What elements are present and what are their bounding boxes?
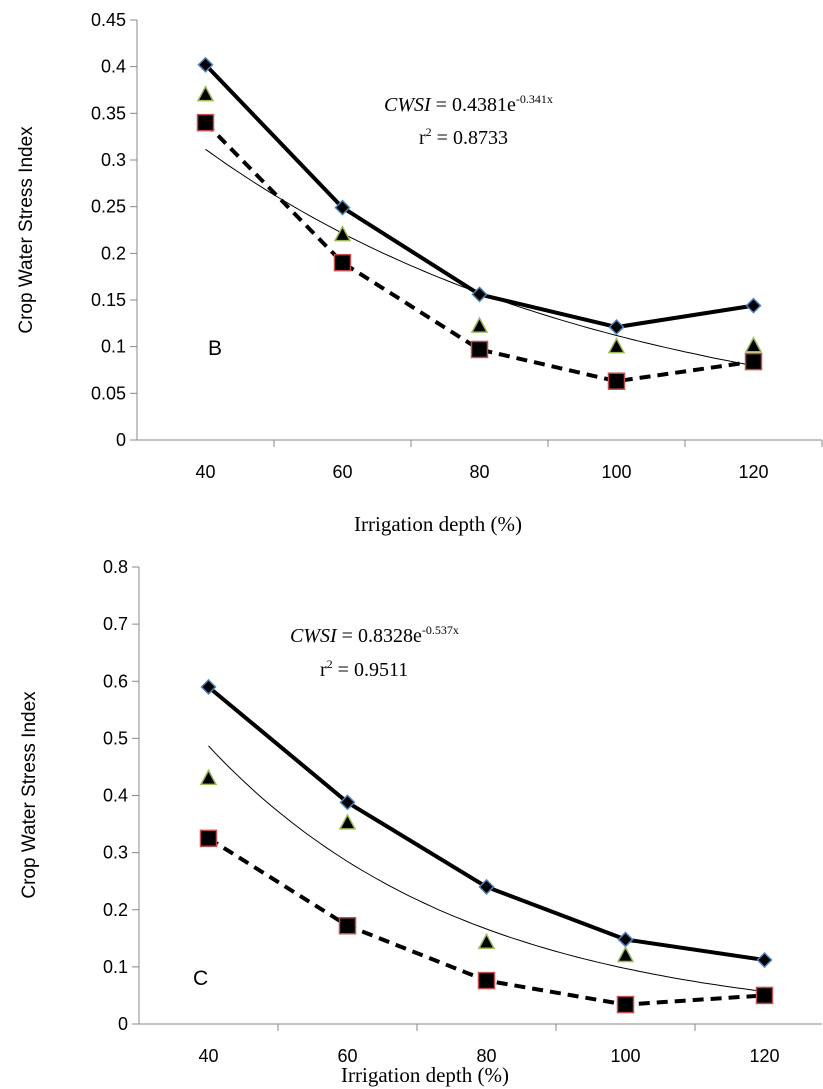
triangle-point [744, 336, 763, 353]
triangle-point [616, 945, 635, 963]
trendline [208, 745, 765, 992]
y-axis-label: Crop Water Stress Index [19, 691, 40, 899]
y-tick-label: 0.3 [103, 843, 128, 863]
triangle-point [333, 225, 352, 242]
y-tick-label: 0.25 [91, 197, 126, 217]
y-tick-label: 0.2 [101, 243, 126, 263]
square-point [470, 340, 489, 359]
y-tick-label: 0.4 [101, 57, 126, 77]
y-tick-label: 0.3 [101, 150, 126, 170]
diamond-point [756, 951, 773, 969]
x-tick-label: 60 [337, 1046, 357, 1066]
x-tick-label: 120 [738, 462, 768, 482]
y-tick-label: 0.35 [91, 103, 126, 123]
square-point [616, 995, 635, 1014]
x-tick-label: 80 [469, 462, 489, 482]
panel-label: C [193, 967, 208, 990]
y-tick-label: 0.15 [91, 290, 126, 310]
trendline-equation: CWSI = 0.8328e-0.537x r2 = 0.9511 [290, 623, 459, 681]
y-axis-label: Crop Water Stress Index [16, 126, 37, 334]
y-tick-label: 0 [116, 430, 126, 450]
square-point [333, 253, 352, 272]
series-line-dashed [204, 121, 754, 384]
y-tick-label: 0 [118, 1014, 128, 1034]
r-squared-text: r2 = 0.8733 [419, 125, 508, 149]
diamond-point [339, 794, 356, 811]
x-tick-label: 100 [610, 1046, 640, 1066]
triangle-point [477, 932, 496, 950]
diamond-point [200, 678, 217, 696]
y-tick-label: 0.4 [103, 786, 128, 806]
diamond-point [617, 931, 634, 948]
square-point [338, 916, 357, 935]
y-tick-label: 0.1 [101, 337, 126, 357]
square-point [196, 113, 215, 132]
x-tick-label: 40 [198, 1046, 218, 1066]
diamond-point [471, 286, 488, 303]
triangle-point [338, 813, 357, 830]
equation-text: CWSI = 0.8328e-0.537x [290, 623, 459, 647]
diamond-point [197, 56, 214, 73]
x-tick-label: 60 [332, 462, 352, 482]
triangle-point [196, 85, 215, 102]
square-point [477, 971, 496, 990]
triangle-point [607, 337, 626, 354]
y-tick-label: 0.7 [103, 614, 128, 634]
x-tick-label: 100 [601, 462, 631, 482]
triangle-point [199, 768, 218, 786]
triangle-point [470, 316, 489, 333]
y-tick-label: 0.5 [103, 728, 128, 748]
chart-panel-b: Crop Water Stress Index Irrigation depth… [16, 10, 823, 536]
chart-panel-c: Crop Water Stress Index Irrigation depth… [19, 557, 822, 1087]
equation-text: CWSI = 0.4381e-0.341x [384, 92, 553, 116]
trendline-equation: CWSI = 0.4381e-0.341x r2 = 0.8733 [384, 92, 553, 149]
y-tick-label: 0.6 [103, 671, 128, 691]
diamond-point [334, 199, 351, 216]
y-tick-label: 0.1 [103, 957, 128, 977]
x-tick-label: 80 [476, 1046, 496, 1066]
diamond-point [745, 297, 762, 314]
trendline [205, 148, 754, 367]
diamond-point [478, 878, 495, 895]
square-point [199, 829, 218, 848]
square-point [607, 372, 626, 390]
x-tick-label: 120 [749, 1046, 779, 1066]
y-tick-label: 0.05 [91, 383, 126, 403]
x-tick-label: 40 [195, 462, 215, 482]
x-axis-label: Irrigation depth (%) [341, 1063, 509, 1087]
panel-label: B [208, 337, 222, 360]
diamond-point [608, 319, 625, 336]
r-squared-text: r2 = 0.9511 [320, 657, 408, 681]
y-tick-label: 0.8 [103, 557, 128, 577]
y-tick-label: 0.2 [103, 900, 128, 920]
square-point [744, 352, 763, 371]
y-tick-label: 0.45 [91, 10, 126, 30]
series-line-solid [207, 685, 765, 962]
square-point [755, 986, 774, 1005]
x-axis-label: Irrigation depth (%) [354, 512, 522, 536]
